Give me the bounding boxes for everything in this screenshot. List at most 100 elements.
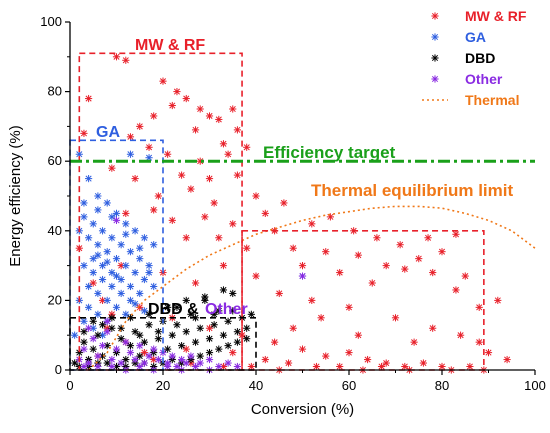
ga-region-label: GA [96, 124, 120, 141]
mw-rf-point [98, 296, 107, 304]
other-point [89, 335, 97, 343]
ga-point [136, 255, 144, 263]
dbd-point [154, 328, 162, 336]
other-point [196, 359, 204, 367]
dbd-point [247, 310, 255, 318]
ga-point [94, 192, 102, 200]
dbd-point [168, 331, 176, 339]
dbd-point [173, 303, 181, 311]
dbd-point [94, 331, 102, 339]
mw-rf-point [131, 175, 139, 183]
ga-point [80, 213, 88, 221]
y-tick-label: 40 [48, 223, 62, 238]
other-point [126, 349, 135, 357]
mw-rf-point [424, 234, 432, 242]
dbd-point [80, 328, 88, 336]
other-point [98, 342, 107, 350]
dbd-point [136, 331, 144, 339]
dbd-point [233, 328, 241, 336]
dbd-legend-swatch [431, 54, 439, 62]
mw-rf-region-box-2 [241, 230, 485, 371]
mw-rf-point [136, 122, 144, 130]
ga-point [103, 248, 111, 256]
dbd-point [145, 321, 153, 329]
other-point [112, 345, 121, 353]
ga-point [98, 227, 107, 235]
mw-rf-point [168, 216, 176, 224]
mw-rf-point [85, 94, 93, 103]
ga-legend-label: GA [465, 29, 486, 45]
ga-point [103, 199, 111, 207]
ga-point [85, 303, 93, 311]
mw-rf-point [205, 112, 214, 120]
other-point [182, 359, 190, 367]
dbd-point [126, 342, 135, 350]
mw-rf-point [466, 362, 474, 371]
dbd-point [196, 352, 204, 360]
dbd-point [182, 328, 190, 336]
ga-point [140, 275, 148, 284]
mw-rf-point [289, 244, 297, 252]
mw-rf-point [243, 244, 251, 252]
mw-rf-legend-label: MW & RF [465, 8, 527, 24]
other-point [168, 352, 176, 360]
mw-rf-point [136, 303, 144, 311]
legend: MW & RF GA DBD Other Thermal [422, 8, 527, 108]
dbd-point [117, 335, 125, 343]
other-point [85, 359, 93, 367]
ga-point [94, 289, 102, 298]
mw-rf-point [182, 234, 190, 242]
mw-rf-point [382, 262, 390, 270]
ga-point [98, 262, 107, 270]
mw-rf-point [275, 289, 283, 298]
mw-rf-point [452, 230, 460, 238]
mw-rf-point [219, 262, 228, 270]
mw-rf-point [284, 359, 293, 367]
x-tick-label: 60 [342, 378, 356, 393]
mw-rf-point [159, 77, 167, 85]
other-point [136, 362, 144, 371]
mw-rf-point [122, 56, 130, 64]
dbd-point [178, 342, 186, 350]
other-point [80, 362, 88, 371]
ga-point [94, 251, 102, 259]
mw-rf-point [415, 255, 423, 263]
other-legend-swatch [431, 75, 439, 83]
mw-rf-point [261, 209, 269, 217]
other-point [173, 362, 181, 371]
ga-point [145, 262, 153, 270]
ga-legend-swatch [431, 33, 439, 41]
dbd-point [210, 321, 218, 329]
dbd-point [224, 317, 232, 325]
mw-rf-point [298, 345, 307, 353]
ga-point [145, 268, 153, 277]
mw-rf-point [391, 314, 400, 322]
other-point [85, 324, 93, 332]
mw-rf-point [215, 234, 223, 242]
ga-point [140, 234, 148, 242]
ga-point [108, 213, 116, 221]
ga-point [112, 272, 121, 280]
mw-rf-point [168, 101, 176, 110]
dbd-point [173, 321, 181, 329]
mw-rf-point [150, 206, 158, 214]
mw-rf-point [229, 349, 237, 357]
other-point [205, 355, 214, 364]
ga-point [112, 209, 121, 217]
mw-rf-point [178, 171, 186, 179]
dbd-region-label: DBD & [148, 301, 199, 318]
dbd-point [229, 289, 237, 298]
other-point [224, 359, 232, 367]
mw-rf-point [457, 331, 465, 339]
ga-point [131, 300, 139, 308]
ga-point [126, 282, 135, 291]
other-legend-label: Other [465, 71, 503, 87]
mw-rf-point [354, 331, 362, 339]
dbd-point [103, 359, 111, 367]
dbd-legend-label: DBD [465, 50, 495, 66]
mw-rf-point [191, 126, 200, 134]
axes: 0 20 40 60 80 100 0 20 40 60 80 100 Conversion (%) En… [7, 14, 546, 418]
mw-rf-point [368, 279, 376, 287]
dbd-point [210, 310, 218, 318]
ga-point [103, 296, 111, 304]
